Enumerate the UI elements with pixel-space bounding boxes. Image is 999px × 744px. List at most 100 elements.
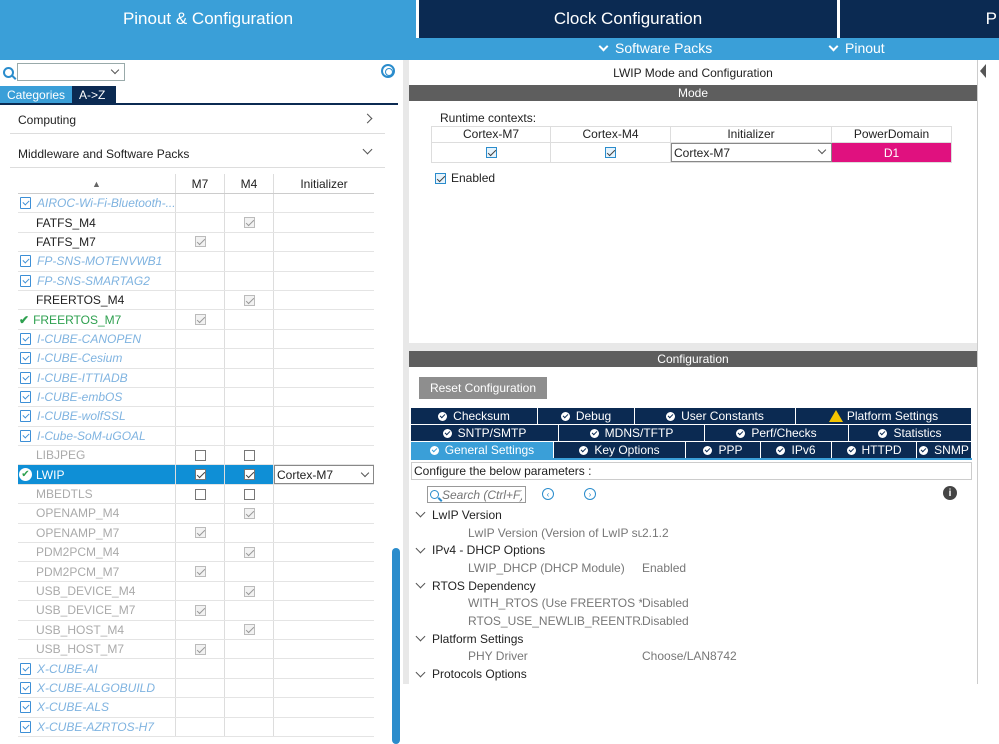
table-row[interactable]: OPENAMP_M4 [18, 504, 374, 524]
enable-checkbox[interactable] [194, 469, 206, 481]
parameter-group[interactable]: LwIP Version [415, 506, 737, 524]
cortex-m7-checkbox[interactable] [485, 147, 497, 158]
power-domain-cell[interactable]: D1 [832, 143, 951, 162]
software-packs-menu[interactable]: Software Packs [598, 40, 712, 56]
enable-checkbox[interactable] [194, 449, 206, 461]
parameter-group[interactable]: Platform Settings [415, 630, 737, 648]
collapse-arrow-icon[interactable] [980, 64, 986, 78]
table-row[interactable]: MBEDTLS [18, 484, 374, 505]
parameter-group[interactable]: IPv4 - DHCP Options [415, 541, 737, 559]
table-row[interactable]: X-CUBE-ALS [18, 698, 374, 718]
table-row[interactable]: I-CUBE-Cesium [18, 349, 374, 369]
category-search-combo[interactable] [17, 63, 125, 81]
enable-checkbox[interactable] [243, 624, 255, 636]
table-row[interactable]: USB_HOST_M4 [18, 620, 374, 640]
enabled-checkbox[interactable] [435, 172, 446, 184]
enable-checkbox[interactable] [194, 488, 206, 500]
table-row[interactable]: FP-SNS-SMARTAG2 [18, 271, 374, 291]
table-row[interactable]: FATFS_M7 [18, 232, 374, 253]
tab-project-manager[interactable]: P [840, 0, 999, 38]
previous-match-icon[interactable]: ‹ [542, 488, 554, 500]
table-row[interactable]: USB_DEVICE_M7 [18, 601, 374, 621]
parameter-row[interactable]: RTOS_USE_NEWLIB_REENTRANT (No ...Disable… [415, 612, 737, 630]
enable-checkbox[interactable] [243, 585, 255, 597]
enable-checkbox[interactable] [194, 643, 206, 655]
table-row[interactable]: ✔ FREERTOS_M7 [18, 310, 374, 330]
info-icon[interactable]: i [943, 486, 957, 500]
tab-platform-settings[interactable]: Platform Settings [796, 408, 972, 424]
tab-sntp-smtp[interactable]: SNTP/SMTP [411, 425, 559, 441]
tab-pinout-configuration[interactable]: Pinout & Configuration [0, 0, 416, 38]
category-computing[interactable]: Computing [10, 106, 385, 134]
tab-statistics[interactable]: Statistics [849, 425, 972, 441]
gear-icon[interactable] [381, 64, 395, 78]
pinout-menu[interactable]: Pinout [828, 40, 885, 56]
tab-key-options[interactable]: Key Options [554, 442, 686, 458]
table-row[interactable]: I-Cube-SoM-uGOAL [18, 426, 374, 447]
enable-checkbox[interactable] [243, 449, 255, 461]
tab-httpd[interactable]: HTTPD [832, 442, 917, 458]
enable-checkbox[interactable] [243, 469, 255, 481]
parameter-row[interactable]: PHY Driver Choose/LAN8742 [415, 648, 737, 666]
table-row[interactable]: USB_HOST_M7 [18, 639, 374, 660]
tab-general-settings[interactable]: General Settings [411, 442, 554, 458]
initializer-select[interactable]: Cortex-M7 [274, 465, 374, 484]
enable-checkbox[interactable] [243, 507, 255, 519]
table-row[interactable]: FREERTOS_M4 [18, 290, 374, 311]
tab-ipv6[interactable]: IPv6 [761, 442, 832, 458]
search-icon[interactable] [3, 66, 14, 78]
table-row[interactable]: X-CUBE-AZRTOS-H7 [18, 717, 374, 737]
enable-checkbox[interactable] [194, 527, 206, 539]
right-scrollbar[interactable] [977, 60, 999, 684]
table-row[interactable]: AIROC-Wi-Fi-Bluetooth-... [18, 194, 374, 214]
table-row[interactable]: I-CUBE-CANOPEN [18, 329, 374, 350]
table-row[interactable]: LIBJPEG [18, 446, 374, 466]
enabled-option[interactable]: Enabled [435, 171, 495, 185]
table-row[interactable]: FP-SNS-MOTENVWB1 [18, 252, 374, 272]
enable-checkbox[interactable] [243, 546, 255, 558]
cortex-m4-checkbox[interactable] [605, 147, 616, 158]
parameter-group[interactable]: RTOS Dependency [415, 577, 737, 595]
enable-checkbox[interactable] [194, 236, 206, 248]
tab-mdns-tftp[interactable]: MDNS/TFTP [559, 425, 705, 441]
panel-splitter[interactable] [403, 60, 409, 684]
parameter-group[interactable]: Protocols Options [415, 665, 737, 683]
enable-checkbox[interactable] [194, 604, 206, 616]
table-row[interactable]: I-CUBE-wolfSSL [18, 407, 374, 427]
tab-ppp[interactable]: PPP [686, 442, 761, 458]
tab-snmp[interactable]: SNMP [917, 442, 972, 458]
table-row[interactable]: ✔ LWIP Cortex-M7 [18, 465, 374, 485]
search-input[interactable] [442, 487, 522, 502]
table-row[interactable]: I-CUBE-embOS [18, 387, 374, 408]
parameter-row[interactable]: LWIP_DHCP (DHCP Module) Enabled [415, 559, 737, 577]
parameter-search[interactable] [427, 486, 526, 503]
table-row[interactable]: PDM2PCM_M4 [18, 543, 374, 563]
parameter-row[interactable]: LwIP Version (Version of LwIP supported … [415, 524, 737, 542]
reset-configuration-button[interactable]: Reset Configuration [419, 377, 547, 399]
tab-clock-configuration[interactable]: Clock Configuration [419, 0, 837, 38]
table-row[interactable]: I-CUBE-ITTIADB [18, 368, 374, 388]
left-scrollbar[interactable] [392, 548, 400, 744]
enable-checkbox[interactable] [194, 566, 206, 578]
sort-column-header[interactable]: ▲ [18, 174, 176, 193]
category-middleware[interactable]: Middleware and Software Packs [10, 140, 385, 168]
tab-debug[interactable]: Debug [538, 408, 635, 424]
table-row[interactable]: X-CUBE-AI [18, 659, 374, 679]
initializer-select[interactable]: Cortex-M7 [671, 143, 832, 162]
tab-user-constants[interactable]: User Constants [635, 408, 796, 424]
table-row[interactable]: FATFS_M4 [18, 213, 374, 233]
enable-checkbox[interactable] [243, 294, 255, 306]
table-row[interactable]: PDM2PCM_M7 [18, 562, 374, 582]
enable-checkbox[interactable] [243, 217, 255, 229]
table-row[interactable]: OPENAMP_M7 [18, 523, 374, 544]
next-match-icon[interactable]: › [584, 488, 596, 500]
tab-checksum[interactable]: Checksum [411, 408, 538, 424]
table-row[interactable]: X-CUBE-ALGOBUILD [18, 678, 374, 699]
tab-perf-checks[interactable]: Perf/Checks [705, 425, 849, 441]
parameter-row[interactable]: WITH_RTOS (Use FREERTOS ** CubeM...Disab… [415, 594, 737, 612]
enable-checkbox[interactable] [194, 314, 206, 326]
tab-categories[interactable]: Categories [0, 86, 73, 104]
tab-a-z[interactable]: A->Z [72, 86, 117, 104]
table-row[interactable]: USB_DEVICE_M4 [18, 581, 374, 602]
enable-checkbox[interactable] [243, 488, 255, 500]
